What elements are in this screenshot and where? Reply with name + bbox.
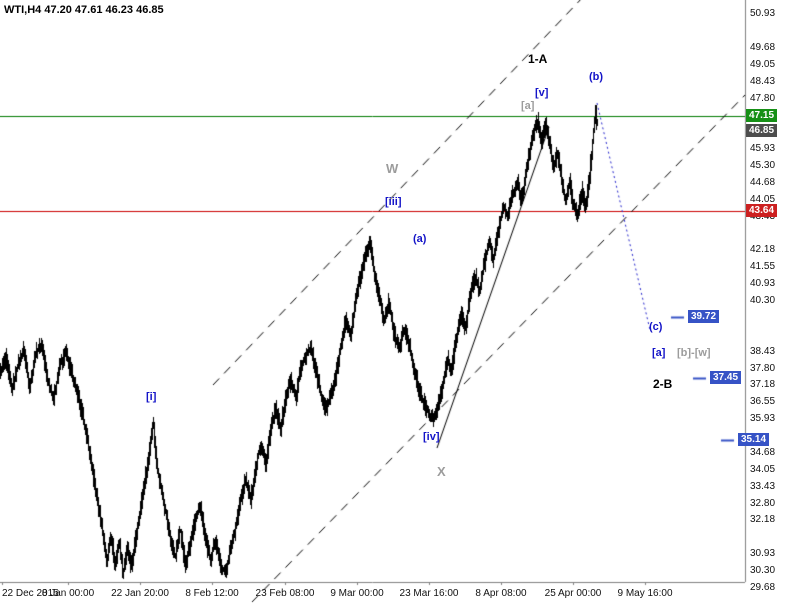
wave-label[interactable]: [iii] <box>385 196 402 208</box>
wave-label[interactable]: [iv] <box>423 431 440 443</box>
wave-label[interactable]: (b) <box>589 71 604 83</box>
wave-label[interactable]: [b]-[w] <box>677 347 711 359</box>
wave-label[interactable]: 2-B <box>653 377 673 391</box>
wave-label[interactable]: [i] <box>146 391 157 403</box>
wave-label[interactable]: [a] <box>652 347 666 359</box>
wave-label[interactable]: (c) <box>649 321 663 333</box>
wave-label[interactable]: [a] <box>521 100 535 112</box>
wave-label[interactable]: 1-A <box>528 52 548 66</box>
chart-title: WTI,H4 47.20 47.61 46.23 46.85 <box>4 4 164 16</box>
wave-label[interactable]: W <box>386 161 399 176</box>
wave-label[interactable]: [v] <box>535 87 549 99</box>
wave-label[interactable]: X <box>437 464 446 479</box>
wave-label[interactable]: (a) <box>413 233 427 245</box>
